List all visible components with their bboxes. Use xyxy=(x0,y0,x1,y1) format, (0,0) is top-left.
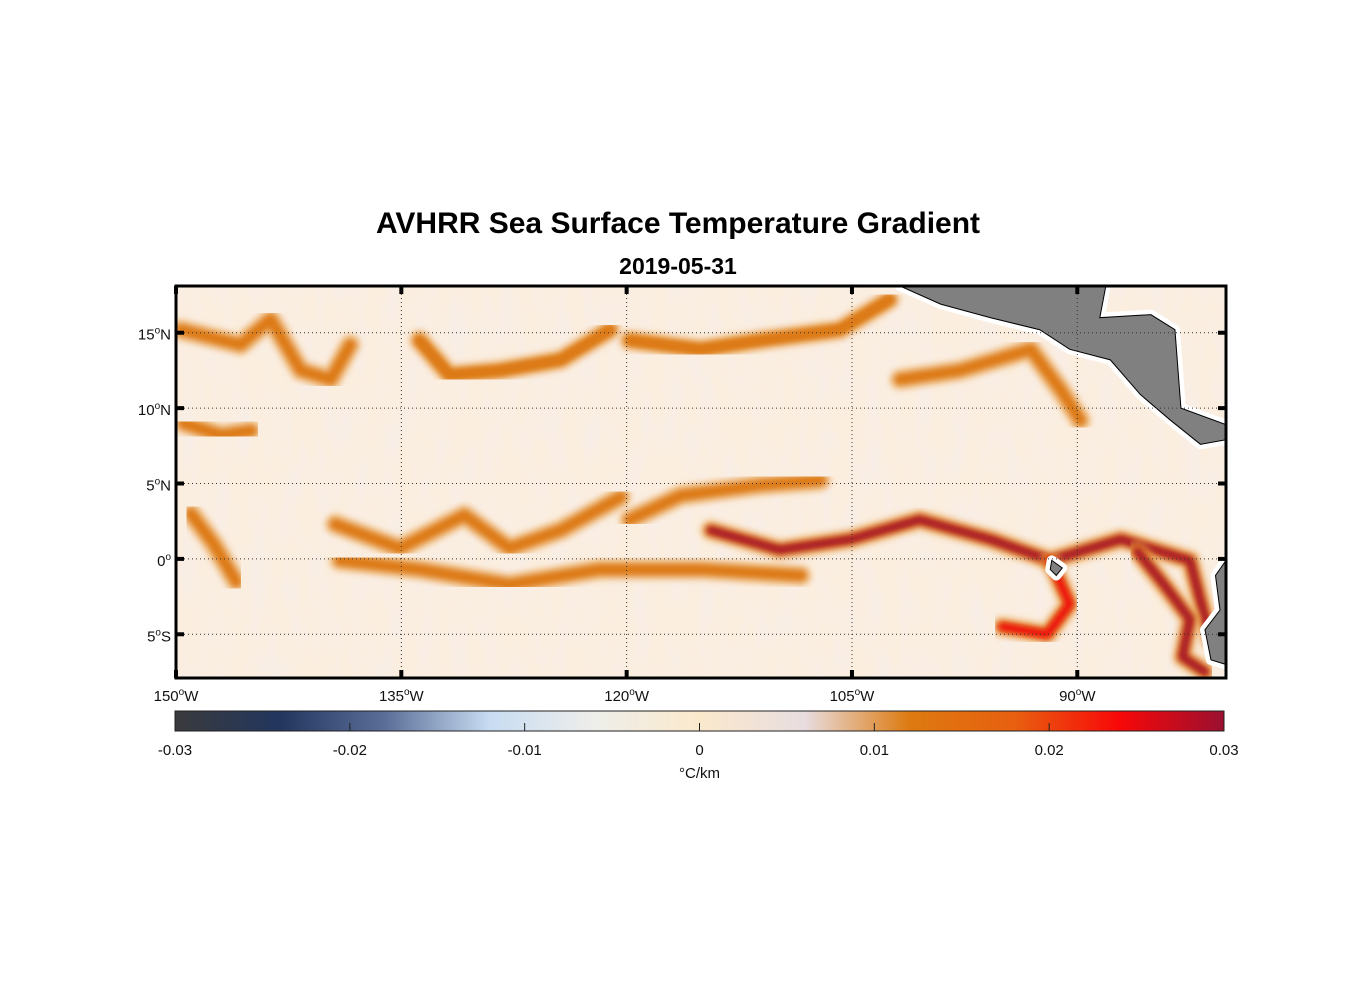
land-polygon xyxy=(1204,559,1226,665)
colorbar-tick-label: -0.03 xyxy=(158,742,192,759)
land-layer xyxy=(895,286,1226,670)
x-tick-label: 150oW xyxy=(154,687,200,705)
gridlines xyxy=(176,286,1226,678)
front-line xyxy=(176,313,357,386)
colorbar-tick-label: 0.01 xyxy=(860,742,889,759)
axis-ticks: 150oW 135oW 120oW 105oW 90oW 15oN 10oN 5oN 0o​ 5o… xyxy=(138,286,1226,705)
front-line xyxy=(894,343,1087,427)
y-tick-label: 0o​ xyxy=(157,552,171,570)
map-area xyxy=(176,286,1226,678)
land-polygon xyxy=(1049,559,1063,577)
front-line xyxy=(333,554,807,591)
colorbar-tick-label: 0 xyxy=(695,742,703,759)
front-core xyxy=(625,295,894,354)
colorbar-unit-label: °C/km xyxy=(679,765,720,782)
land-polygon xyxy=(899,286,1226,445)
colorbar-tick-label: 0.02 xyxy=(1035,742,1064,759)
x-tick-label: 135oW xyxy=(379,687,425,705)
front-line xyxy=(185,507,243,588)
front-core xyxy=(1133,547,1209,676)
front-core xyxy=(415,325,615,379)
x-tick-label: 90oW xyxy=(1059,687,1096,705)
front-core xyxy=(706,515,1215,645)
y-tick-label: 15oN xyxy=(138,326,171,344)
chart-title: AVHRR Sea Surface Temperature Gradient xyxy=(375,207,981,240)
colorbar: -0.03 -0.02 -0.01 0 0.01 0.02 0.03 °C/km xyxy=(158,710,1239,782)
front-line xyxy=(177,417,258,442)
y-tick-label: 10oN xyxy=(138,401,171,419)
y-tick-label: 5oN xyxy=(146,477,171,495)
chart-subtitle: 2019-05-31 xyxy=(619,253,737,279)
front-core xyxy=(998,556,1074,639)
y-tick-label: 5oS xyxy=(147,627,171,645)
x-tick-label: 105oW xyxy=(830,687,876,705)
colorbar-tick-label: 0.03 xyxy=(1209,742,1238,759)
colorbar-tick-label: -0.01 xyxy=(508,742,542,759)
x-tick-label: 120oW xyxy=(604,687,650,705)
front-line xyxy=(623,474,827,526)
front-line xyxy=(329,491,627,555)
front-layer xyxy=(176,288,1222,678)
colorbar-tick-label: -0.02 xyxy=(333,742,367,759)
